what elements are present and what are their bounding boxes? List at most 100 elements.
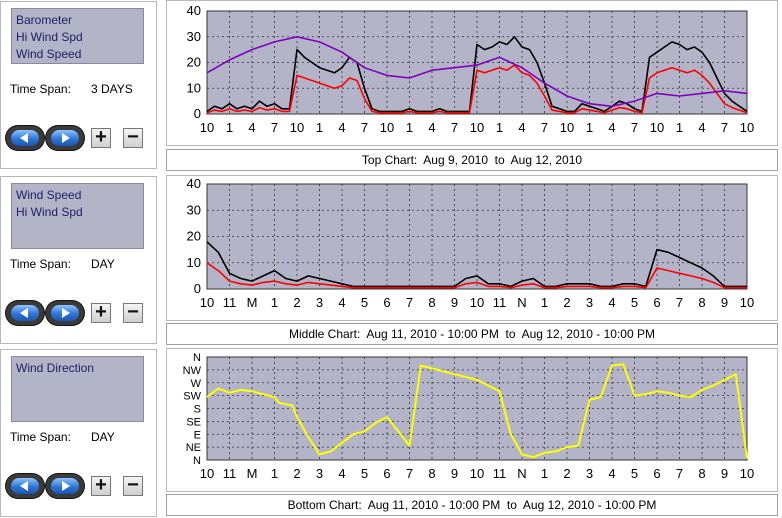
x-tick-label: 8	[428, 295, 435, 310]
x-tick-label: M	[247, 295, 258, 310]
series-wind-speed	[206, 262, 747, 289]
x-tick-label: 9	[451, 466, 458, 481]
x-tick-label: 8	[428, 466, 435, 481]
x-tick-label: N	[517, 295, 526, 310]
zoom-in-button[interactable]: +	[91, 302, 111, 323]
left-arrow-icon	[20, 481, 28, 491]
time-span-value: 3 DAYS	[91, 82, 133, 96]
time-span: Time Span: DAY	[10, 430, 115, 444]
bottom-series-list[interactable]: Wind Direction	[11, 356, 144, 422]
series-list-item[interactable]: Barometer	[16, 13, 73, 27]
top-chart-caption: Top Chart: Aug 9, 2010 to Aug 12, 2010	[166, 149, 778, 171]
x-tick-label: 10	[560, 120, 574, 135]
y-tick-label: N	[193, 352, 201, 364]
x-tick-label: 10	[740, 466, 754, 481]
top-nav: + −	[1, 126, 158, 154]
y-tick-label: SE	[186, 416, 201, 428]
y-tick-label: 0	[194, 281, 201, 296]
back-button[interactable]	[6, 301, 44, 325]
x-tick-label: 1	[586, 120, 593, 135]
right-arrow-icon	[62, 133, 70, 143]
series-list-item[interactable]: Wind Speed	[16, 188, 82, 202]
x-tick-label: 10	[200, 466, 214, 481]
x-tick-label: 7	[406, 466, 413, 481]
x-tick-label: 4	[338, 466, 345, 481]
x-tick-label: 1	[271, 295, 278, 310]
x-tick-label: 7	[541, 120, 548, 135]
zoom-out-button[interactable]: −	[123, 127, 143, 148]
back-button[interactable]	[6, 474, 44, 498]
time-span-label: Time Span:	[10, 430, 71, 444]
x-tick-label: 1	[406, 120, 413, 135]
x-tick-label: 1	[676, 120, 683, 135]
y-tick-label: 30	[187, 29, 201, 44]
time-span-label: Time Span:	[10, 82, 71, 96]
y-tick-label: 40	[187, 176, 201, 191]
x-tick-label: N	[517, 466, 526, 481]
x-tick-label: 2	[293, 295, 300, 310]
bottom-chart-caption: Bottom Chart: Aug 11, 2010 - 10:00 PM to…	[166, 494, 778, 516]
series-list-item[interactable]: Hi Wind Spd	[16, 205, 83, 219]
series-hi-wind-spd	[206, 241, 747, 288]
x-tick-label: 1	[271, 466, 278, 481]
time-span-value: DAY	[91, 257, 115, 271]
x-tick-label: 11	[223, 466, 237, 481]
forward-button[interactable]	[46, 301, 84, 325]
y-tick-label: 0	[194, 106, 201, 121]
zoom-in-button[interactable]: +	[91, 475, 111, 496]
series-barometer	[206, 35, 748, 108]
series-list-item[interactable]: Wind Direction	[16, 361, 95, 375]
x-tick-label: 1	[226, 120, 233, 135]
x-tick-label: 1	[496, 120, 503, 135]
top-series-list[interactable]: Barometer Hi Wind Spd Wind Speed	[11, 8, 144, 64]
x-tick-label: 4	[428, 120, 435, 135]
y-tick-label: NE	[186, 442, 201, 454]
y-tick-label: 30	[187, 202, 201, 217]
series-list-item[interactable]: Hi Wind Spd	[16, 30, 83, 44]
x-tick-label: 7	[676, 466, 683, 481]
right-arrow-icon	[62, 481, 70, 491]
forward-button[interactable]	[46, 126, 84, 150]
time-span-value: DAY	[91, 430, 115, 444]
x-tick-label: 7	[406, 295, 413, 310]
x-tick-label: 7	[271, 120, 278, 135]
x-tick-label: 5	[631, 466, 638, 481]
middle-chart: 0 10 20 30 40 10 11 M 1 2 3 4 5 6 7 8 9 10 11 N 1 2 3 4 5 6 7 8 9 10	[166, 175, 778, 321]
zoom-in-button[interactable]: +	[91, 127, 111, 148]
left-arrow-icon	[20, 308, 28, 318]
x-tick-label: 6	[383, 466, 390, 481]
y-tick-label: 10	[187, 80, 201, 95]
x-tick-label: 5	[361, 466, 368, 481]
middle-chart-caption: Middle Chart: Aug 11, 2010 - 10:00 PM to…	[166, 323, 778, 345]
y-tick-label: NW	[183, 365, 202, 377]
x-tick-label: 5	[631, 295, 638, 310]
series-hi-wind-spd	[206, 35, 748, 113]
right-arrow-icon	[62, 308, 70, 318]
x-tick-label: 7	[676, 295, 683, 310]
zoom-out-button[interactable]: −	[123, 475, 143, 496]
top-chart: 0 10 20 30 40 10 1 4 7 10 1 4 7 10 1 4 7 10 1 4 7 10 1 4 7 10 1 4 7 1…	[166, 0, 778, 146]
zoom-out-button[interactable]: −	[123, 302, 143, 323]
forward-button[interactable]	[46, 474, 84, 498]
y-tick-label: 20	[187, 229, 201, 244]
x-tick-label: 2	[563, 295, 570, 310]
x-tick-label: 4	[608, 120, 615, 135]
left-arrow-icon	[20, 133, 28, 143]
bottom-chart: N NE E SE S SW W NW N 10 11 M 1 2 3 4 5 6 7 8 9 10 11 N 1 2 3 4 5 6 7 8…	[166, 348, 778, 492]
y-tick-label: 40	[187, 3, 201, 18]
x-tick-label: 10	[470, 295, 484, 310]
x-tick-label: 3	[586, 466, 593, 481]
x-tick-label: 4	[248, 120, 255, 135]
middle-control-panel: Wind Speed Hi Wind Spd Time Span: DAY + …	[0, 176, 157, 344]
x-tick-label: 4	[698, 120, 705, 135]
x-tick-label: 10	[740, 120, 754, 135]
series-wind-speed	[206, 64, 748, 114]
x-tick-label: 4	[338, 120, 345, 135]
back-button[interactable]	[6, 126, 44, 150]
series-list-item[interactable]: Wind Speed	[16, 47, 82, 61]
x-tick-label: 4	[518, 120, 525, 135]
middle-series-list[interactable]: Wind Speed Hi Wind Spd	[11, 183, 144, 249]
